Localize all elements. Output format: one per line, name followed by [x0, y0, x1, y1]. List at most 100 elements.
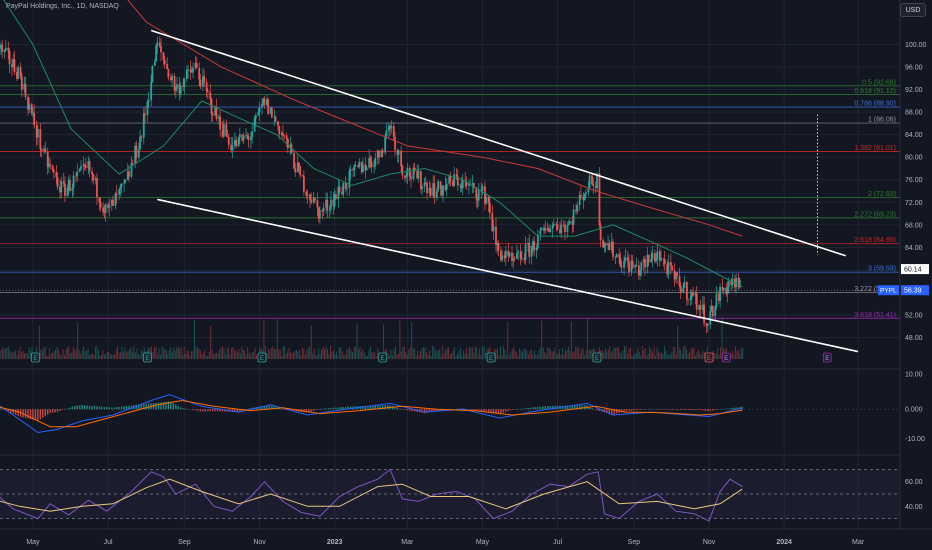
candle-body [258, 107, 261, 113]
volume-bar [130, 347, 132, 359]
candle-body [82, 164, 85, 167]
candle-body [183, 79, 186, 87]
volume-bar [270, 347, 272, 359]
candle-body [342, 182, 345, 195]
volume-bar [100, 354, 102, 359]
macd-histogram-bar [670, 409, 672, 410]
candle-body [517, 251, 520, 253]
volume-bar [702, 350, 704, 359]
candle-body [3, 49, 6, 53]
volume-bar [241, 346, 243, 359]
candle-body [650, 258, 653, 263]
candle-body [692, 292, 694, 296]
candle-body [296, 162, 299, 173]
earnings-marker-icon[interactable]: E [257, 352, 267, 363]
macd-histogram-bar [349, 406, 352, 410]
volume-bar [556, 354, 557, 359]
earnings-marker-icon[interactable]: E [704, 352, 714, 363]
candle-body [280, 132, 283, 135]
candle-body [587, 188, 590, 193]
volume-bar [396, 354, 398, 359]
macd-histogram-bar [702, 409, 704, 411]
dividend-marker-icon[interactable]: E [822, 352, 832, 363]
volume-bar [244, 350, 246, 359]
volume-bar [318, 348, 320, 359]
candle-body [689, 297, 692, 300]
volume-bar [202, 352, 204, 359]
volume-bar [612, 350, 614, 359]
macd-histogram-bar [665, 409, 667, 410]
dividend-marker-icon[interactable]: E [721, 352, 731, 363]
candle-body [286, 138, 289, 149]
volume-bar [430, 355, 432, 359]
candle-body [364, 164, 367, 171]
macd-histogram-bar [59, 409, 61, 411]
macd-histogram-bar [551, 405, 554, 410]
candle-body [110, 199, 113, 206]
macd-histogram-bar [49, 409, 51, 414]
candle-body [221, 129, 224, 137]
candle-body [508, 252, 511, 257]
volume-bar [567, 346, 569, 359]
volume-bar [468, 346, 470, 359]
candle-body [481, 186, 484, 191]
volume-bar [355, 346, 357, 359]
volume-bar [264, 346, 266, 359]
candle-body [698, 305, 701, 310]
earnings-marker-icon[interactable]: E [143, 352, 152, 363]
currency-button[interactable]: USD [900, 3, 926, 17]
volume-bar [288, 348, 290, 359]
volume-bar [371, 352, 373, 359]
candle-body [262, 98, 265, 105]
macd-histogram-bar [514, 409, 517, 410]
candle-body [48, 164, 50, 168]
macd-histogram-bar [377, 405, 379, 410]
candle-body [614, 256, 617, 258]
earnings-marker-icon[interactable]: E [486, 352, 496, 363]
time-axis[interactable]: May Jul Sep Nov 2023 Mar May Jul Sep Nov 2024 Mar [26, 539, 864, 546]
volume-bar [671, 351, 673, 359]
macd-histogram-bar [197, 409, 199, 411]
volume-bar [516, 352, 518, 359]
volume-bar [542, 347, 544, 359]
time-tick-label: Nov [703, 539, 716, 546]
volume-bar [372, 351, 374, 359]
candle-body [408, 167, 411, 177]
macd-histogram-bar [86, 405, 88, 410]
candle-body [354, 165, 357, 167]
candle-body [176, 84, 178, 89]
volume-bar [696, 352, 698, 359]
volume-bar [15, 350, 17, 359]
volume-bar [473, 352, 475, 359]
volume-bar [21, 352, 23, 359]
macd-histogram-bar [182, 408, 184, 410]
macd-histogram-bar [325, 408, 327, 410]
candle-body [592, 184, 595, 187]
volume-bar [312, 353, 314, 359]
macd-histogram-bar [209, 409, 211, 412]
last-price-tag [901, 285, 929, 296]
candle-body [174, 88, 177, 91]
earnings-marker-icon[interactable]: E [592, 352, 602, 363]
macd-histogram-bar [593, 409, 596, 410]
macd-histogram-bar [145, 403, 147, 410]
volume-bar [0, 350, 2, 359]
volume-bar [628, 349, 630, 359]
volume-bar [267, 348, 269, 359]
candle-body [241, 134, 244, 141]
macd-histogram-bar [638, 409, 640, 410]
earnings-marker-icon[interactable]: E [31, 352, 40, 363]
earnings-marker-icon[interactable]: E [378, 352, 388, 363]
volume-bar [309, 346, 311, 359]
candle-body [305, 191, 308, 196]
volume-bar [641, 346, 643, 359]
volume-bar [327, 349, 328, 359]
candle-body [374, 157, 377, 166]
volume-bar [284, 346, 286, 359]
volume-bar [405, 352, 407, 359]
candle-body [380, 150, 383, 158]
volume-bar [52, 352, 54, 359]
candle-body [30, 104, 33, 114]
candle-body [437, 181, 440, 191]
